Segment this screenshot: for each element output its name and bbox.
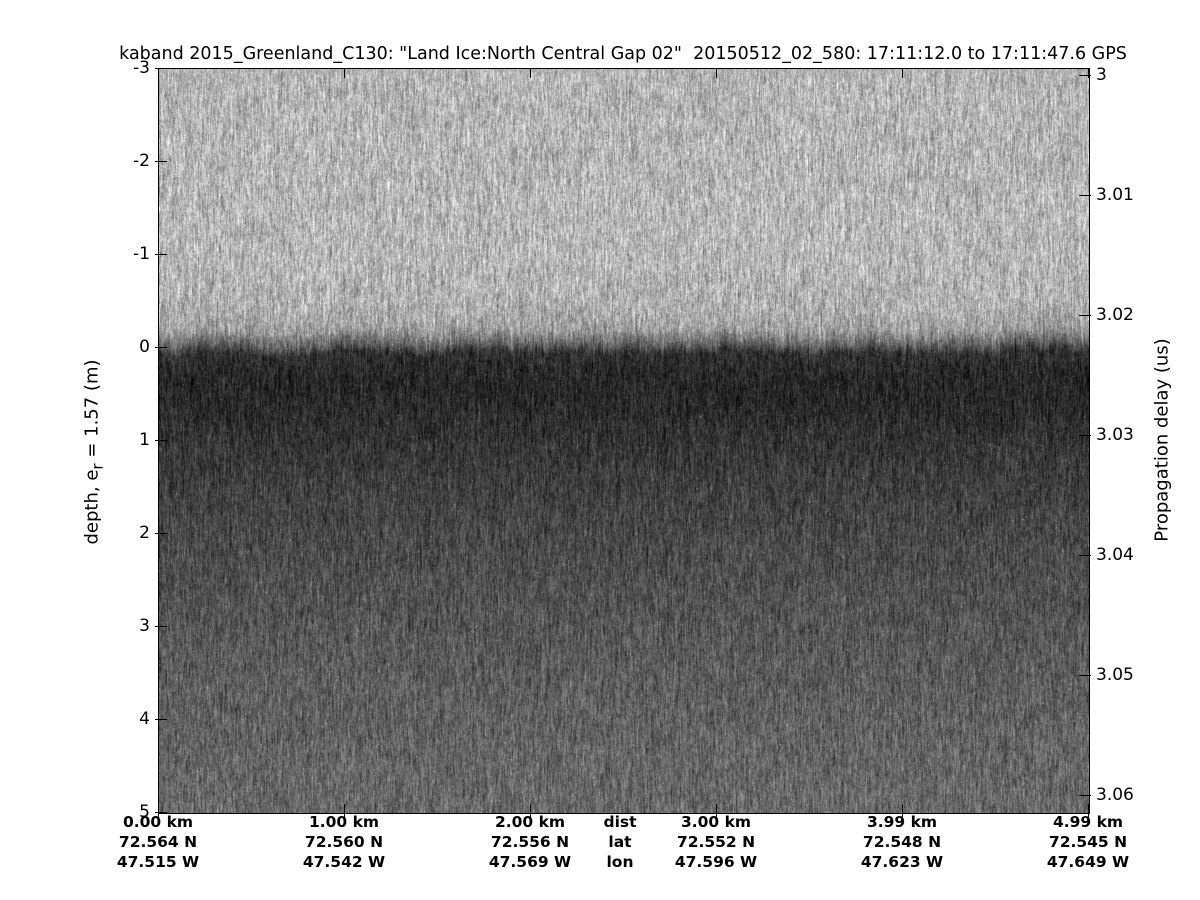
x-header-dist: dist — [603, 813, 637, 831]
right-axis-tick-label: 3.02 — [1096, 305, 1134, 326]
left-axis-tick — [155, 719, 167, 720]
left-axis-tick — [155, 440, 167, 441]
x-header-lat: lat — [608, 833, 632, 851]
top-axis-tick — [716, 69, 717, 78]
x-tick-dist: 3.00 km — [680, 813, 752, 831]
right-axis-tick — [1079, 795, 1091, 796]
x-tick-lat: 72.552 N — [676, 833, 756, 851]
top-axis-tick — [344, 69, 345, 78]
x-tick-column: 3.99 km 72.548 N 47.623 W — [861, 812, 943, 872]
right-axis-tick-label: 3.06 — [1096, 785, 1134, 806]
left-axis-tick — [155, 161, 167, 162]
x-tick-lat: 72.556 N — [490, 833, 570, 851]
left-axis-tick — [155, 626, 167, 627]
left-axis-tick — [155, 533, 167, 534]
left-axis-label: depth, er = 1.57 (m) — [82, 360, 107, 545]
left-axis-tick-label: 2 — [139, 523, 150, 543]
x-tick-lon: 47.623 W — [860, 853, 944, 871]
right-axis-label: Propagation delay (us) — [1151, 338, 1173, 542]
x-tick-lon: 47.649 W — [1046, 853, 1130, 871]
left-axis-label-suffix: = 1.57 (m) — [81, 359, 103, 464]
right-axis-tick-label: 3 — [1096, 65, 1107, 86]
x-tick-lon: 47.542 W — [302, 853, 386, 871]
right-axis-tick-label: 3.03 — [1096, 425, 1134, 446]
right-axis-tick-label: 3.05 — [1096, 665, 1134, 686]
left-axis-label-subscript: r — [88, 463, 107, 470]
echogram-canvas — [159, 69, 1089, 813]
plot-area — [158, 68, 1090, 814]
x-header-lon: lon — [606, 853, 634, 871]
top-axis-tick — [1088, 69, 1089, 78]
x-tick-lat: 72.560 N — [304, 833, 384, 851]
left-axis-tick-label: 0 — [139, 337, 150, 357]
right-axis-tick — [1079, 195, 1091, 196]
left-axis-tick-label: 5 — [139, 802, 150, 822]
left-axis-tick — [155, 68, 167, 69]
x-tick-dist: 4.99 km — [1052, 813, 1124, 831]
x-tick-dist: 3.99 km — [866, 813, 938, 831]
left-axis-tick-label: 4 — [139, 709, 150, 729]
x-tick-column: 2.00 km 72.556 N 47.569 W — [489, 812, 571, 872]
left-axis-tick — [155, 812, 167, 813]
x-tick-lon: 47.569 W — [488, 853, 572, 871]
left-axis-tick — [155, 347, 167, 348]
right-axis-tick-label: 3.01 — [1096, 185, 1134, 206]
x-tick-lon: 47.596 W — [674, 853, 758, 871]
top-axis-tick — [158, 69, 159, 78]
left-axis-tick-label: -2 — [133, 151, 150, 171]
right-axis-tick — [1079, 315, 1091, 316]
x-tick-lat: 72.548 N — [862, 833, 942, 851]
right-axis-tick — [1079, 555, 1091, 556]
bottom-axis-tick — [902, 804, 903, 817]
right-axis-tick-label: 3.04 — [1096, 545, 1134, 566]
bottom-axis-tick — [344, 804, 345, 817]
bottom-axis-tick — [530, 804, 531, 817]
right-axis-tick — [1079, 435, 1091, 436]
chart-title: kaband 2015_Greenland_C130: "Land Ice:No… — [119, 44, 1127, 64]
x-tick-lat: 72.545 N — [1048, 833, 1128, 851]
bottom-axis-tick — [716, 804, 717, 817]
top-axis-tick — [902, 69, 903, 78]
top-axis-tick — [530, 69, 531, 78]
left-axis-tick-label: -1 — [133, 244, 150, 264]
x-tick-column: 4.99 km 72.545 N 47.649 W — [1047, 812, 1129, 872]
x-tick-column: 1.00 km 72.560 N 47.542 W — [303, 812, 385, 872]
x-tick-column: 0.00 km 72.564 N 47.515 W — [117, 812, 199, 872]
bottom-axis-tick — [1088, 804, 1089, 817]
left-axis-label-prefix: depth, e — [81, 469, 103, 545]
x-tick-dist: 2.00 km — [494, 813, 566, 831]
x-tick-lat: 72.564 N — [118, 833, 198, 851]
x-tick-dist: 1.00 km — [308, 813, 380, 831]
x-tick-column: 3.00 km 72.552 N 47.596 W — [675, 812, 757, 872]
x-axis-header-column: dist lat lon — [603, 812, 636, 872]
left-axis-tick-label: 1 — [139, 430, 150, 450]
left-axis-tick — [155, 254, 167, 255]
left-axis-tick-label: -3 — [133, 58, 150, 78]
left-axis-tick-label: 3 — [139, 616, 150, 636]
x-tick-dist: 0.00 km — [122, 813, 194, 831]
x-tick-lon: 47.515 W — [116, 853, 200, 871]
right-axis-tick — [1079, 675, 1091, 676]
right-axis-tick — [1079, 75, 1091, 76]
bottom-axis-tick — [158, 804, 159, 817]
